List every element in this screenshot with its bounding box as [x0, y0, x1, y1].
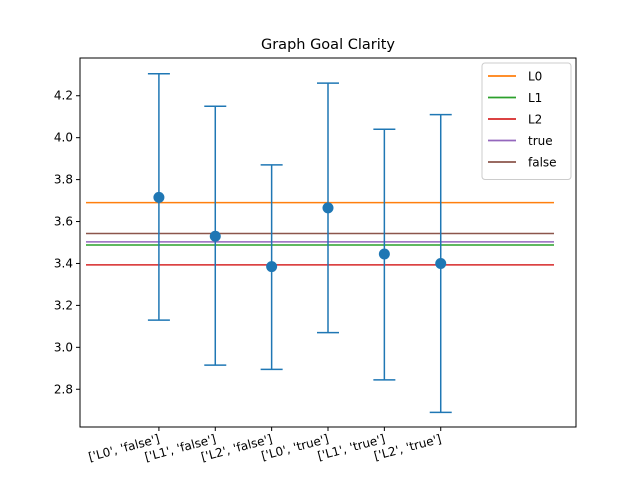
- legend: L0 L1 L2 true false: [481, 62, 572, 180]
- y-tick-label-5: 3.8: [54, 173, 73, 187]
- y-axis: 2.8 3.0 3.2 3.4 3.6 3.8 4.0 4.2: [54, 89, 80, 396]
- legend-label-L1: L1: [528, 91, 542, 105]
- legend-label-L2: L2: [528, 113, 542, 127]
- y-tick-label-7: 4.2: [54, 89, 73, 103]
- chart-title: Graph Goal Clarity: [261, 37, 395, 53]
- legend-label-L0: L0: [528, 70, 542, 84]
- y-tick-label-1: 3.0: [54, 340, 73, 354]
- legend-label-true: true: [528, 134, 553, 148]
- mean-point-0: [153, 191, 165, 203]
- y-tick-label-2: 3.2: [54, 298, 73, 312]
- mean-point-5: [435, 257, 447, 269]
- legend-label-false: false: [528, 156, 557, 170]
- mean-points: [153, 191, 447, 273]
- mean-point-1: [209, 230, 221, 242]
- mean-point-2: [266, 261, 278, 273]
- y-tick-label-0: 2.8: [54, 382, 73, 396]
- mean-point-3: [322, 202, 334, 214]
- y-tick-label-3: 3.4: [54, 256, 73, 270]
- legend-frame: [481, 62, 572, 180]
- reference-lines: [86, 201, 554, 266]
- y-tick-label-6: 4.0: [54, 131, 73, 145]
- mean-point-4: [378, 248, 390, 260]
- y-tick-label-4: 3.6: [54, 215, 73, 229]
